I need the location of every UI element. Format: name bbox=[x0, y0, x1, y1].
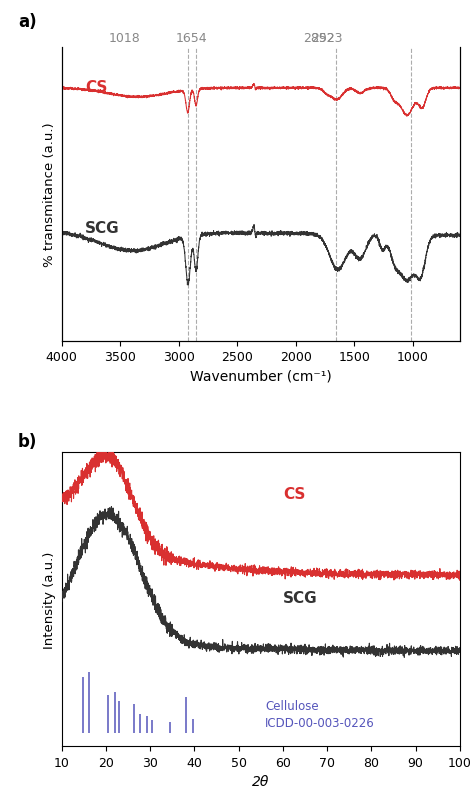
Y-axis label: % transmitance (a.u.): % transmitance (a.u.) bbox=[43, 123, 56, 267]
Text: Cellulose
ICDD-00-003-0226: Cellulose ICDD-00-003-0226 bbox=[265, 699, 375, 729]
Text: CS: CS bbox=[85, 80, 108, 95]
Text: CS: CS bbox=[283, 486, 305, 501]
Y-axis label: Intensity (a.u.): Intensity (a.u.) bbox=[43, 551, 56, 648]
Text: b): b) bbox=[18, 432, 37, 450]
Text: SCG: SCG bbox=[85, 221, 119, 236]
Text: a): a) bbox=[18, 13, 36, 31]
Text: SCG: SCG bbox=[283, 591, 318, 606]
X-axis label: 2θ: 2θ bbox=[252, 774, 269, 788]
X-axis label: Wavenumber (cm⁻¹): Wavenumber (cm⁻¹) bbox=[190, 370, 332, 383]
